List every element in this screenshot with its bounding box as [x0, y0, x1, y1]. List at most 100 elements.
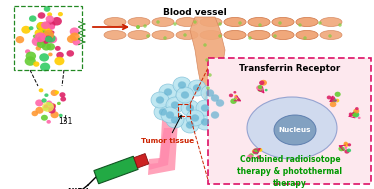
- Ellipse shape: [48, 53, 53, 56]
- Text: NIR laser: NIR laser: [68, 188, 108, 189]
- Ellipse shape: [57, 102, 61, 105]
- Ellipse shape: [39, 53, 49, 62]
- Ellipse shape: [41, 115, 48, 121]
- Ellipse shape: [46, 43, 55, 50]
- Ellipse shape: [355, 107, 359, 110]
- Ellipse shape: [338, 146, 344, 151]
- Ellipse shape: [248, 30, 270, 40]
- Ellipse shape: [303, 36, 307, 40]
- Text: Combined radioisotope
therapy & photothermal
therapy: Combined radioisotope therapy & photothe…: [237, 155, 343, 188]
- Ellipse shape: [349, 112, 353, 116]
- Ellipse shape: [193, 84, 201, 91]
- Ellipse shape: [176, 87, 194, 103]
- Ellipse shape: [330, 96, 335, 100]
- Polygon shape: [148, 120, 178, 175]
- Ellipse shape: [183, 33, 187, 37]
- Ellipse shape: [211, 95, 229, 111]
- Text: I: I: [64, 115, 67, 125]
- Ellipse shape: [265, 89, 268, 91]
- Ellipse shape: [166, 97, 184, 113]
- Ellipse shape: [50, 111, 59, 118]
- Ellipse shape: [67, 50, 74, 57]
- Ellipse shape: [328, 34, 332, 38]
- Ellipse shape: [56, 52, 64, 58]
- Ellipse shape: [205, 58, 209, 62]
- Ellipse shape: [46, 120, 51, 124]
- Ellipse shape: [216, 99, 224, 106]
- Ellipse shape: [166, 112, 174, 119]
- Ellipse shape: [248, 36, 252, 40]
- Ellipse shape: [230, 98, 237, 104]
- Ellipse shape: [296, 18, 318, 26]
- Text: Blood vessel: Blood vessel: [163, 8, 227, 17]
- Ellipse shape: [206, 90, 224, 106]
- Ellipse shape: [258, 88, 263, 92]
- Ellipse shape: [47, 12, 52, 17]
- Ellipse shape: [201, 85, 219, 101]
- Ellipse shape: [44, 93, 49, 97]
- Ellipse shape: [224, 18, 246, 26]
- Ellipse shape: [178, 81, 186, 88]
- Ellipse shape: [37, 40, 46, 48]
- Ellipse shape: [272, 30, 294, 40]
- Ellipse shape: [43, 106, 49, 111]
- Ellipse shape: [253, 150, 257, 154]
- Ellipse shape: [42, 22, 48, 27]
- Ellipse shape: [206, 86, 210, 90]
- Ellipse shape: [274, 115, 316, 145]
- Ellipse shape: [33, 61, 40, 67]
- Ellipse shape: [296, 30, 318, 40]
- Ellipse shape: [136, 25, 140, 29]
- FancyBboxPatch shape: [94, 156, 138, 184]
- Ellipse shape: [327, 95, 331, 99]
- Ellipse shape: [200, 30, 222, 40]
- Ellipse shape: [218, 34, 222, 38]
- Ellipse shape: [73, 39, 80, 45]
- Ellipse shape: [39, 37, 46, 44]
- Ellipse shape: [50, 30, 55, 34]
- Ellipse shape: [347, 149, 351, 152]
- Ellipse shape: [55, 91, 59, 94]
- Ellipse shape: [44, 6, 50, 12]
- Ellipse shape: [25, 56, 36, 66]
- Ellipse shape: [46, 15, 54, 23]
- Ellipse shape: [48, 35, 57, 43]
- Ellipse shape: [318, 21, 322, 25]
- Ellipse shape: [353, 108, 359, 114]
- Ellipse shape: [343, 143, 349, 147]
- Ellipse shape: [258, 148, 262, 152]
- Ellipse shape: [35, 32, 46, 42]
- Ellipse shape: [43, 32, 49, 36]
- Ellipse shape: [59, 114, 63, 117]
- Ellipse shape: [258, 23, 262, 27]
- Ellipse shape: [252, 149, 259, 154]
- Ellipse shape: [152, 18, 174, 26]
- Ellipse shape: [35, 99, 43, 106]
- Ellipse shape: [352, 112, 359, 118]
- Ellipse shape: [352, 111, 358, 116]
- Ellipse shape: [181, 117, 199, 133]
- Ellipse shape: [50, 90, 58, 96]
- Ellipse shape: [234, 96, 238, 99]
- Ellipse shape: [238, 21, 242, 25]
- Ellipse shape: [233, 91, 236, 94]
- Ellipse shape: [252, 149, 257, 153]
- Ellipse shape: [235, 97, 237, 100]
- Ellipse shape: [47, 102, 50, 105]
- Ellipse shape: [181, 100, 199, 116]
- Ellipse shape: [191, 115, 199, 122]
- Ellipse shape: [152, 30, 174, 40]
- Ellipse shape: [247, 154, 253, 159]
- Ellipse shape: [176, 18, 198, 26]
- Ellipse shape: [55, 46, 61, 51]
- Ellipse shape: [248, 18, 270, 26]
- Ellipse shape: [201, 119, 209, 125]
- Ellipse shape: [237, 98, 240, 101]
- Ellipse shape: [40, 33, 50, 41]
- Ellipse shape: [104, 30, 126, 40]
- Ellipse shape: [29, 26, 34, 30]
- Ellipse shape: [229, 94, 233, 97]
- Ellipse shape: [128, 30, 150, 40]
- Ellipse shape: [186, 110, 204, 126]
- Ellipse shape: [36, 107, 44, 114]
